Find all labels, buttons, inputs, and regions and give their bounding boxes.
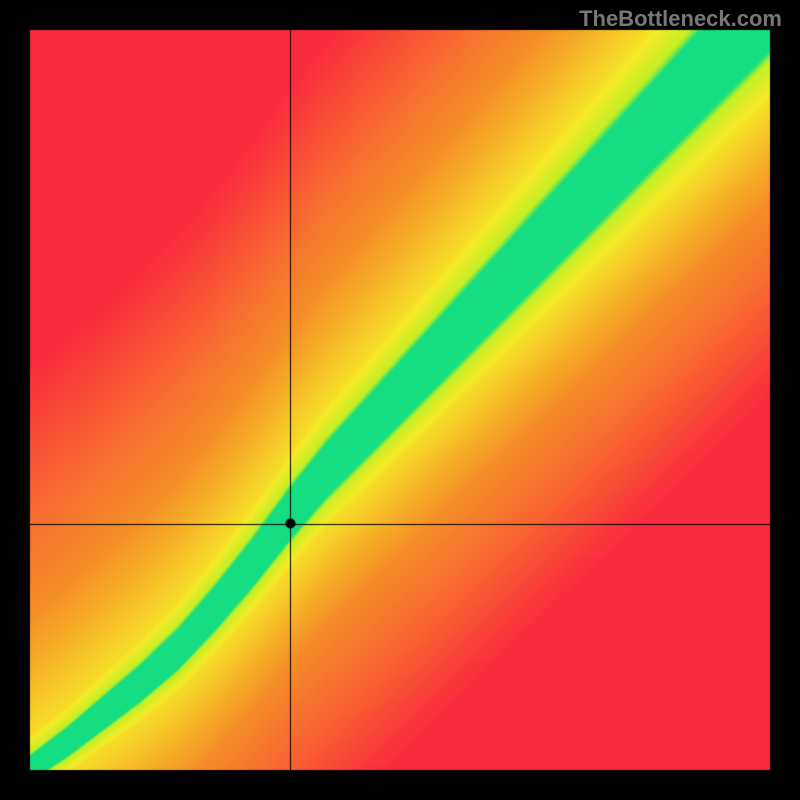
watermark-text: TheBottleneck.com [579, 6, 782, 32]
chart-container: { "watermark": { "text": "TheBottleneck.… [0, 0, 800, 800]
bottleneck-heatmap [0, 0, 800, 800]
